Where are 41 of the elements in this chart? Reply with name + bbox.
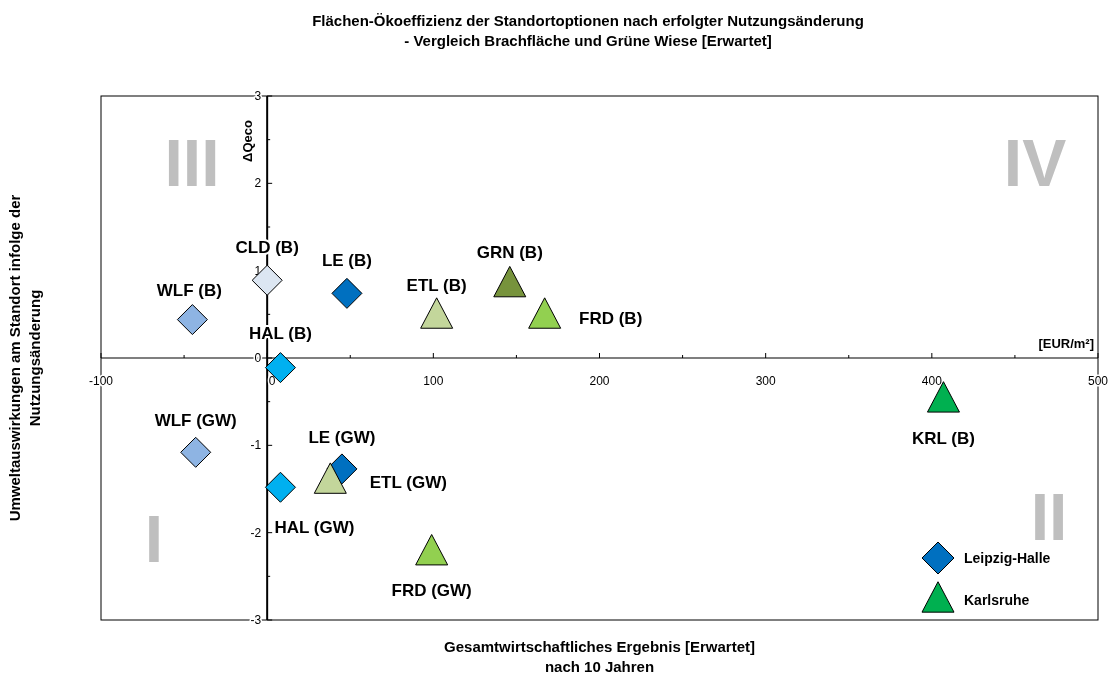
point	[264, 352, 296, 384]
annotation: [EUR/m²]	[1038, 336, 1094, 351]
x-tick-label: 300	[755, 374, 776, 388]
annotation: ΔQeco	[240, 120, 256, 162]
x-tick-label: 0	[268, 374, 276, 388]
point	[415, 534, 449, 566]
annotation: I	[144, 502, 164, 576]
annotation: HAL (GW)	[274, 518, 355, 538]
y-tick-label: -3	[250, 613, 262, 627]
annotation: ETL (GW)	[369, 473, 447, 493]
y-tick-label: -2	[250, 525, 262, 540]
x-axis-title: Gesamtwirtschaftliches Ergebnis [Erwartet] nach 10 Jahren	[444, 638, 755, 675]
annotation: LE (B)	[321, 251, 372, 271]
point	[264, 471, 296, 503]
point	[251, 264, 283, 296]
chart-title: Flächen-Ökoeffizienz der Standortoptionen nach erfolgter Nutzungsänderung - Vergleich Brachfläche und Grüne Wiese [Erwartet]	[312, 12, 864, 49]
x-tick-label: -100	[88, 374, 114, 388]
legend-label: Karlsruhe	[964, 592, 1030, 608]
x-tick-label: 500	[1087, 374, 1109, 388]
x-tick-label: 400	[921, 374, 943, 388]
annotation: WLF (GW)	[154, 411, 237, 431]
annotation: ETL (B)	[406, 276, 467, 296]
point	[180, 436, 212, 468]
point	[176, 304, 208, 336]
y-tick-label: 3	[254, 89, 262, 103]
annotation: III	[164, 126, 220, 200]
y-axis-title: Umweltauswirkungen am Standort infolge der Nutzungsänderung	[6, 194, 43, 522]
annotation: FRD (GW)	[391, 580, 472, 600]
legend-label: Leipzig-Halle	[964, 550, 1051, 566]
y-tick-label: -1	[250, 438, 262, 453]
annotation: FRD (B)	[579, 309, 643, 329]
annotation: GRN (B)	[476, 242, 543, 262]
x-tick-label: 100	[423, 374, 444, 388]
annotation: WLF (B)	[156, 280, 222, 300]
annotation: LE (GW)	[308, 427, 376, 447]
annotation: IV	[1003, 126, 1067, 200]
point	[331, 277, 363, 309]
annotation: KRL (B)	[911, 428, 975, 448]
x-tick-label: 200	[589, 374, 610, 388]
y-tick-label: 2	[254, 176, 262, 191]
y-tick-label: 0	[254, 351, 262, 365]
